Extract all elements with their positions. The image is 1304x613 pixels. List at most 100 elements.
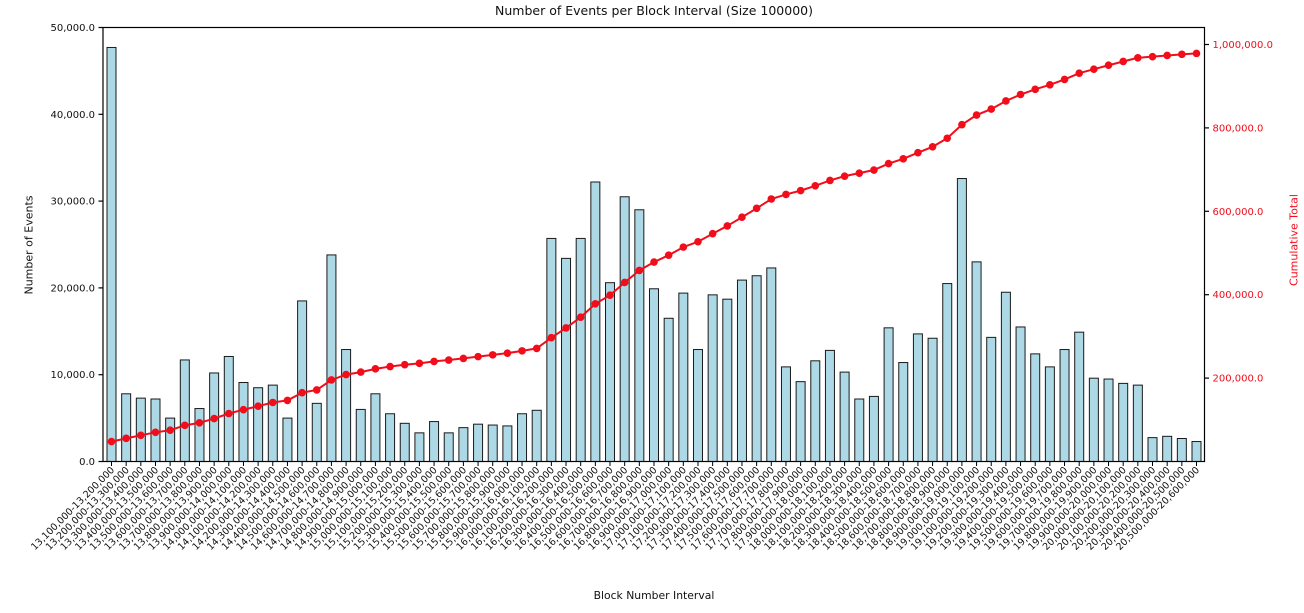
cumulative-point bbox=[283, 396, 292, 405]
cumulative-point bbox=[723, 222, 732, 230]
bar bbox=[165, 417, 176, 463]
bar bbox=[370, 393, 381, 462]
cumulative-point bbox=[137, 431, 145, 440]
cumulative-point bbox=[738, 213, 746, 222]
bar bbox=[517, 413, 528, 463]
cumulative-point bbox=[312, 386, 321, 394]
cumulative-point bbox=[620, 278, 629, 287]
bar bbox=[898, 362, 909, 463]
bar bbox=[824, 349, 835, 462]
bar bbox=[971, 261, 982, 462]
bar bbox=[883, 327, 894, 462]
bar bbox=[663, 317, 674, 462]
bar bbox=[326, 254, 337, 462]
cumulative-point bbox=[972, 111, 981, 119]
bar bbox=[678, 292, 689, 462]
cumulative-point bbox=[708, 229, 717, 238]
bar bbox=[736, 279, 747, 463]
cumulative-point bbox=[1192, 49, 1201, 58]
bar bbox=[1059, 349, 1070, 463]
cumulative-point bbox=[943, 134, 952, 143]
y-axis-tick-label-left: 40,000.0 bbox=[50, 110, 95, 121]
bar bbox=[868, 395, 879, 462]
bar bbox=[780, 366, 791, 462]
bar bbox=[106, 46, 117, 463]
bar bbox=[429, 421, 440, 462]
cumulative-point bbox=[298, 388, 306, 397]
cumulative-point bbox=[928, 142, 937, 151]
y-axis-tick-label-left: 20,000.0 bbox=[50, 283, 95, 294]
cumulative-point bbox=[1046, 80, 1054, 89]
bar bbox=[194, 408, 205, 462]
cumulative-point bbox=[855, 169, 864, 177]
chart-title: Number of Events per Block Interval (Siz… bbox=[495, 3, 813, 18]
bar bbox=[649, 288, 659, 462]
bar bbox=[341, 349, 352, 463]
bar bbox=[751, 275, 762, 462]
cumulative-point bbox=[1090, 65, 1098, 73]
cumulative-point bbox=[782, 190, 790, 199]
y-axis-tick-label-right: 600,000.0 bbox=[1213, 207, 1264, 218]
bar bbox=[854, 398, 865, 462]
cumulative-point bbox=[796, 186, 805, 195]
bar bbox=[1074, 331, 1085, 462]
bar bbox=[267, 384, 278, 462]
y-axis-tick-label-right: 1,000,000.0 bbox=[1213, 40, 1273, 51]
bar bbox=[839, 371, 850, 463]
bar bbox=[253, 387, 264, 462]
cumulative-point bbox=[547, 333, 556, 342]
cumulative-point bbox=[752, 204, 761, 213]
bar bbox=[443, 432, 454, 462]
cumulative-point bbox=[1178, 50, 1186, 59]
cumulative-point bbox=[1075, 69, 1084, 77]
bar bbox=[561, 257, 572, 462]
cumulative-point bbox=[254, 402, 262, 410]
cumulative-point bbox=[342, 370, 350, 379]
cumulative-point bbox=[870, 166, 878, 174]
cumulative-point bbox=[532, 344, 541, 353]
bar bbox=[1132, 384, 1143, 462]
bar bbox=[722, 298, 733, 462]
bar bbox=[1176, 437, 1187, 462]
bar bbox=[634, 209, 645, 462]
cumulative-point bbox=[576, 313, 585, 322]
bar bbox=[385, 413, 396, 463]
bar bbox=[692, 349, 703, 463]
bar bbox=[282, 417, 293, 463]
cumulative-point bbox=[1134, 54, 1142, 62]
bar bbox=[502, 425, 513, 462]
y-axis-tick-label-left: 0.0 bbox=[79, 457, 95, 468]
cumulative-point bbox=[166, 426, 174, 435]
bar bbox=[1000, 291, 1011, 462]
bar bbox=[1118, 382, 1129, 463]
bar bbox=[795, 381, 806, 463]
bar bbox=[575, 237, 586, 462]
bar bbox=[912, 333, 923, 462]
bar bbox=[179, 359, 190, 462]
bar bbox=[766, 267, 777, 462]
cumulative-point bbox=[239, 405, 248, 414]
bar bbox=[1103, 378, 1114, 463]
cumulative-point bbox=[356, 368, 365, 376]
cumulative-point bbox=[518, 347, 526, 355]
bar bbox=[223, 355, 234, 462]
bar bbox=[1088, 377, 1099, 462]
cumulative-point bbox=[840, 172, 849, 180]
cumulative-point bbox=[987, 105, 996, 113]
bar bbox=[942, 283, 953, 462]
cumulative-point bbox=[914, 148, 922, 157]
bar bbox=[297, 300, 308, 463]
cumulative-point bbox=[606, 291, 614, 300]
cumulative-point bbox=[679, 243, 688, 251]
bar bbox=[399, 422, 410, 463]
bar bbox=[986, 336, 997, 463]
bar bbox=[810, 360, 821, 463]
y-axis-tick-label-left: 10,000.0 bbox=[50, 370, 95, 381]
bar bbox=[531, 409, 542, 462]
cumulative-point bbox=[1104, 61, 1113, 70]
bar bbox=[414, 432, 425, 462]
y-axis-tick-label-left: 30,000.0 bbox=[50, 197, 95, 208]
cumulative-point bbox=[767, 195, 776, 203]
cumulative-point bbox=[444, 356, 453, 364]
